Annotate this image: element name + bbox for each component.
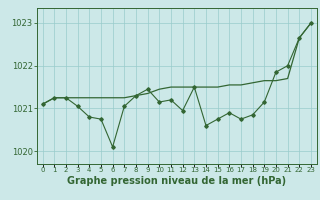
X-axis label: Graphe pression niveau de la mer (hPa): Graphe pression niveau de la mer (hPa)	[67, 176, 286, 186]
